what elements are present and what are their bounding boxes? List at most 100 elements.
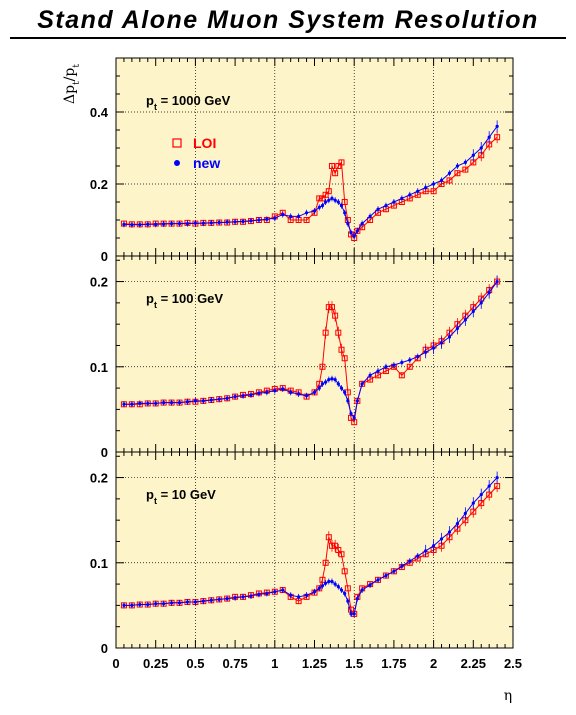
data-point-new (169, 400, 174, 405)
data-point-new (330, 579, 334, 584)
data-point-new (360, 588, 364, 592)
data-point-loi (325, 534, 332, 541)
data-point-new (201, 599, 205, 603)
data-point-new (225, 220, 229, 224)
data-point-new (154, 602, 158, 606)
data-point-new (317, 586, 321, 590)
data-point-new (317, 205, 321, 209)
data-point-new (432, 346, 436, 350)
data-point-new (324, 380, 328, 384)
panel-label-p: p (146, 93, 154, 108)
data-point-loi (322, 329, 329, 336)
data-point-new (487, 291, 491, 295)
data-point-new (289, 390, 293, 394)
data-point-new (146, 602, 150, 607)
data-point-loi (325, 304, 332, 311)
data-point-loi (341, 568, 348, 575)
data-point-new (479, 301, 483, 305)
data-point-new (233, 395, 237, 399)
data-point-new (343, 211, 347, 215)
data-point-loi (332, 170, 339, 177)
data-point-new (355, 399, 359, 403)
panel-label-sub: t (154, 300, 157, 310)
data-point-new (447, 335, 452, 339)
data-point-new (304, 593, 309, 597)
data-point-new (439, 341, 444, 345)
data-point-loi (328, 304, 335, 311)
legend-marker-circle (174, 160, 180, 166)
data-point-new (487, 135, 491, 139)
data-point-loi (328, 542, 335, 549)
data-point-new (324, 200, 328, 204)
data-point-new (273, 590, 277, 594)
data-point-new (330, 377, 334, 381)
data-point-loi (454, 170, 461, 177)
data-point-new (281, 588, 285, 592)
data-point-new (416, 554, 420, 558)
legend-marker-square (172, 138, 182, 148)
data-point-new (400, 360, 404, 365)
data-point-loi (462, 166, 469, 173)
data-point-new (146, 401, 150, 406)
data-point-loi (325, 188, 332, 195)
data-point-new (169, 222, 174, 226)
data-point-new (343, 390, 347, 394)
data-point-new (154, 401, 158, 406)
data-point-new (349, 412, 353, 416)
data-point-new (346, 599, 350, 603)
panel-1: 0 0.2 0.4 pt = 1000 GeV (90, 57, 514, 264)
data-point-new (249, 594, 253, 598)
data-point-loi (335, 163, 342, 169)
panel-label: pt = 10 GeV (146, 487, 216, 506)
data-point-loi (338, 346, 345, 353)
data-point-loi (494, 134, 501, 141)
data-point-new (217, 597, 221, 602)
panel-background (116, 58, 513, 256)
data-point-new (384, 365, 388, 369)
data-point-new (355, 229, 359, 233)
data-point-new (495, 279, 499, 284)
data-point-loi (338, 551, 345, 558)
data-point-new (241, 595, 245, 599)
data-point-new (297, 595, 301, 599)
data-point-new (455, 521, 460, 526)
data-point-new (304, 394, 309, 398)
data-point-new (130, 223, 134, 227)
data-point-new (400, 196, 404, 200)
data-point-new (241, 394, 245, 398)
data-point-new (138, 401, 142, 406)
data-point-new (408, 559, 412, 563)
data-point-new (495, 475, 499, 480)
data-point-new (447, 530, 452, 534)
y-tick-label: 0 (101, 641, 108, 656)
chart-title: Stand Alone Muon System Resolution (37, 6, 539, 34)
x-tick-label: 0.5 (186, 656, 204, 671)
data-point-new (376, 369, 380, 373)
data-point-new (471, 501, 475, 505)
data-point-new (346, 222, 350, 226)
panel-label-p: p (146, 487, 154, 502)
data-point-new (297, 392, 301, 396)
data-point-loi (319, 576, 326, 583)
data-point-new (289, 593, 293, 597)
data-point-new (392, 569, 396, 573)
data-point-new (201, 221, 205, 225)
data-point-new (336, 382, 340, 386)
data-point-new (349, 231, 353, 235)
data-point-new (479, 493, 483, 497)
data-point-new (408, 358, 412, 362)
data-point-new (162, 602, 166, 606)
data-point-new (355, 596, 359, 601)
data-point-new (193, 600, 197, 604)
panel-label: pt = 1000 GeV (146, 93, 231, 112)
data-point-loi (398, 372, 405, 379)
data-point-new (376, 207, 380, 211)
data-point-new (138, 223, 142, 227)
data-point-new (193, 221, 197, 225)
data-point-loi (332, 542, 339, 549)
data-point-loi (430, 188, 437, 195)
x-tick-label: 1.75 (381, 656, 406, 671)
data-point-new (177, 222, 182, 226)
data-point-new (265, 591, 269, 596)
